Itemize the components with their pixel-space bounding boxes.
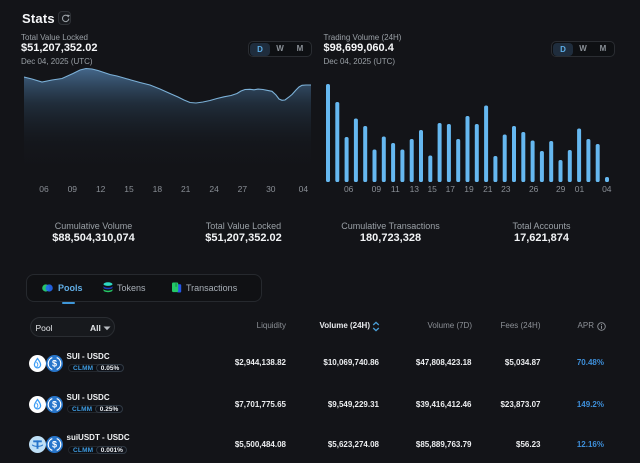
svg-text:$: $ — [52, 440, 57, 450]
svg-text:$: $ — [52, 399, 57, 409]
svg-text:$: $ — [52, 359, 57, 369]
